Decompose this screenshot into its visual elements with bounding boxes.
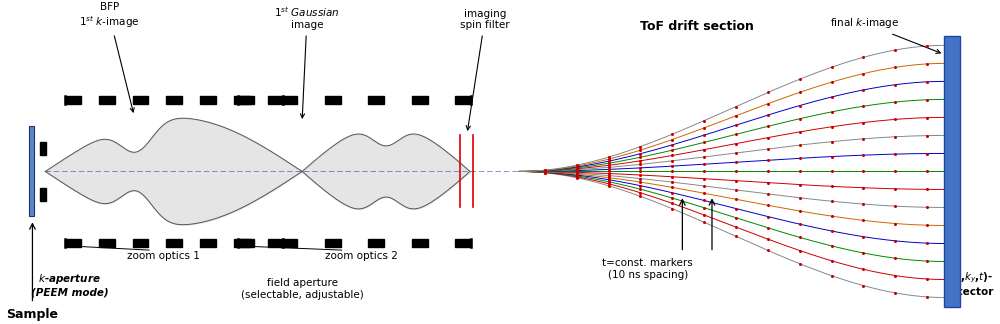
Text: field aperture
(selectable, adjustable): field aperture (selectable, adjustable)	[241, 278, 363, 300]
Text: t=const. markers
(10 ns spacing): t=const. markers (10 ns spacing)	[602, 259, 693, 280]
Bar	[234, 239, 250, 248]
Bar	[368, 96, 384, 104]
Bar	[166, 96, 182, 104]
Bar	[133, 239, 148, 248]
Bar	[268, 96, 283, 104]
Text: ($k_x$,$k_y$,$t$)-
detector: ($k_x$,$k_y$,$t$)- detector	[944, 271, 994, 296]
Bar	[99, 239, 115, 248]
Bar	[200, 96, 216, 104]
Bar	[99, 96, 115, 104]
Bar	[325, 96, 341, 104]
Bar	[944, 36, 960, 307]
Bar	[238, 239, 254, 248]
Bar	[200, 239, 216, 248]
Bar	[40, 188, 46, 201]
Bar	[412, 96, 428, 104]
Bar	[412, 239, 428, 248]
Bar	[455, 239, 471, 248]
Bar	[133, 96, 148, 104]
Bar	[238, 96, 254, 104]
Bar	[65, 96, 81, 104]
Bar	[368, 239, 384, 248]
Bar	[455, 96, 471, 104]
Text: zoom optics 1: zoom optics 1	[127, 251, 200, 261]
Bar	[166, 239, 182, 248]
Bar	[29, 126, 34, 216]
Bar	[65, 239, 81, 248]
Text: final $k$-image: final $k$-image	[830, 17, 940, 53]
Text: Sample: Sample	[6, 308, 58, 321]
Bar	[281, 96, 297, 104]
Bar	[281, 239, 297, 248]
Text: 1$^{st}$ $Gaussian$
image: 1$^{st}$ $Gaussian$ image	[274, 5, 340, 118]
Text: zoom optics 2: zoom optics 2	[325, 251, 398, 261]
Bar	[40, 142, 46, 155]
Text: imaging
spin filter: imaging spin filter	[460, 9, 510, 130]
Bar	[325, 239, 341, 248]
Text: BFP
1$^{st}$ $k$-image: BFP 1$^{st}$ $k$-image	[79, 2, 140, 112]
Text: $k$-aperture
(PEEM mode): $k$-aperture (PEEM mode)	[31, 272, 109, 298]
Bar	[268, 239, 283, 248]
Bar	[234, 96, 250, 104]
Text: ToF drift section: ToF drift section	[640, 20, 754, 33]
